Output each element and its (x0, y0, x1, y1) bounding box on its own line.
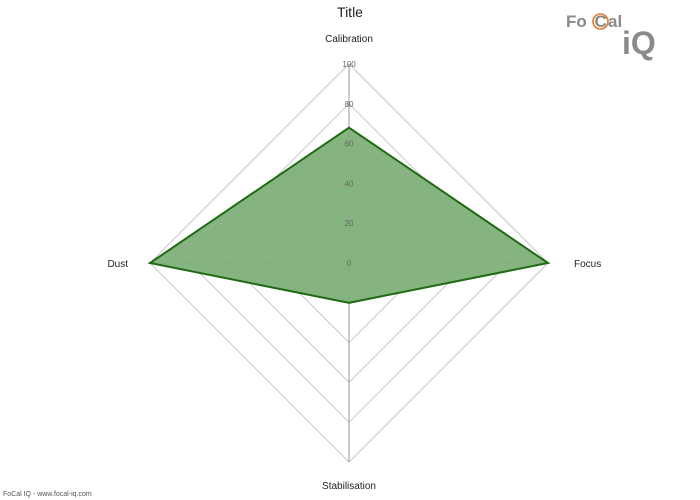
logo-text-fo: Fo (566, 12, 587, 31)
logo-ring (592, 13, 609, 30)
radar-series (147, 126, 551, 304)
tick-label-20: 20 (345, 219, 354, 228)
logo-text-iq: iQ (622, 25, 656, 61)
axis-label-stabilisation: Stabilisation (322, 481, 376, 492)
tick-label-60: 60 (345, 140, 354, 149)
axis-label-dust: Dust (107, 259, 128, 270)
footer-credit: FoCal IQ - www.focal-iq.com (3, 491, 92, 498)
tick-label-100: 100 (342, 60, 356, 69)
series-area-0 (147, 126, 551, 304)
tick-label-0: 0 (347, 259, 352, 268)
logo-text-al: al (608, 12, 622, 31)
chart-title: Title (337, 4, 363, 20)
axis-label-focus: Focus (574, 259, 601, 270)
tick-label-40: 40 (345, 179, 354, 188)
radar-axis-labels: Calibration Focus Stabilisation Dust (107, 34, 601, 492)
tick-label-80: 80 (345, 100, 354, 109)
logo-text-c: C (595, 12, 607, 31)
focal-iq-logo: Fo C al iQ (566, 12, 656, 61)
radar-tick-labels: 0 20 40 60 80 100 (342, 60, 356, 268)
axis-label-calibration: Calibration (325, 34, 373, 45)
